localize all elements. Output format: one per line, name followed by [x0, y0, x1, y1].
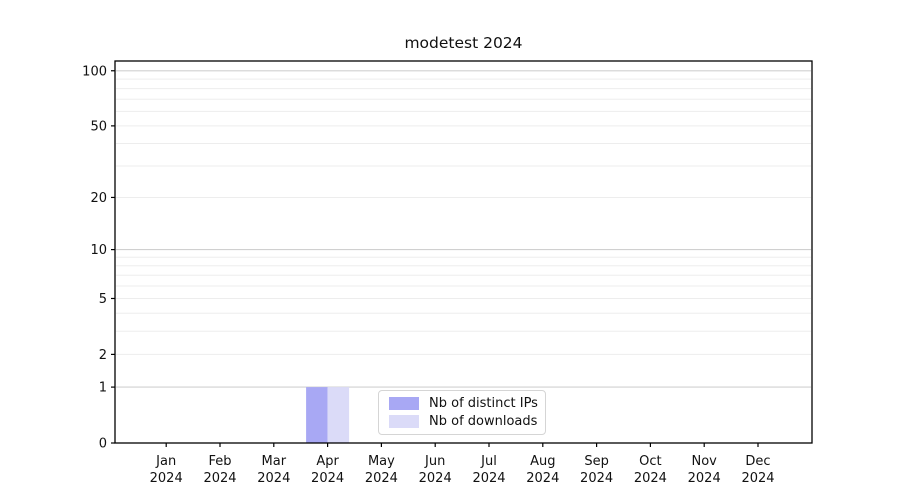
- x-tick-label-year: 2024: [741, 471, 774, 486]
- legend-item-downloads: Nb of downloads: [389, 414, 538, 429]
- x-tick-label-year: 2024: [257, 471, 290, 486]
- x-tick-label-year: 2024: [580, 471, 613, 486]
- x-tick-label-year: 2024: [311, 471, 344, 486]
- x-tick-label-year: 2024: [472, 471, 505, 486]
- x-tick-label-month: Apr: [316, 454, 339, 469]
- bar-apr-downloads: [327, 387, 350, 443]
- x-tick-label-year: 2024: [634, 471, 667, 486]
- x-tick-label-month: Oct: [639, 454, 661, 469]
- x-tick-label-month: Jun: [424, 454, 445, 469]
- x-tick-label-month: Aug: [530, 454, 555, 469]
- x-tick-label-year: 2024: [365, 471, 398, 486]
- minor-gridlines: [116, 78, 811, 355]
- x-tick-label-month: Dec: [745, 454, 770, 469]
- x-tick-label-month: Jul: [480, 454, 497, 469]
- y-tick-label: 20: [90, 191, 107, 206]
- y-tick-label: 0: [99, 437, 107, 452]
- x-tick-label-year: 2024: [419, 471, 452, 486]
- x-tick-label-month: Sep: [584, 454, 609, 469]
- legend-swatch-downloads: [389, 415, 419, 428]
- x-axis: Jan 2024 Feb 2024 Mar 2024 Apr 2024 May 2024 Jun 20…: [150, 443, 775, 486]
- y-tick-label: 100: [82, 64, 107, 79]
- major-gridlines: [116, 70, 811, 388]
- plot-border: [114, 60, 813, 444]
- x-tick-label-year: 2024: [150, 471, 183, 486]
- x-tick-label-month: Mar: [262, 454, 287, 469]
- x-tick-label-year: 2024: [688, 471, 721, 486]
- y-tick-label: 1: [99, 381, 107, 396]
- bars: [306, 387, 350, 443]
- x-tick-label-year: 2024: [526, 471, 559, 486]
- legend-item-distinct-ips: Nb of distinct IPs: [389, 396, 538, 411]
- x-tick-label-month: Nov: [692, 454, 718, 469]
- bar-apr-distinct-ips: [306, 387, 328, 443]
- legend: Nb of distinct IPs Nb of downloads: [378, 390, 546, 435]
- x-tick-label-month: Jan: [155, 454, 176, 469]
- legend-swatch-distinct-ips: [389, 397, 419, 410]
- x-tick-label-month: May: [368, 454, 395, 469]
- y-tick-label: 10: [90, 243, 107, 258]
- y-tick-label: 50: [90, 119, 107, 134]
- chart-title: modetest 2024: [404, 34, 523, 52]
- x-tick-label-year: 2024: [203, 471, 236, 486]
- y-tick-label: 2: [99, 348, 107, 363]
- legend-label-downloads: Nb of downloads: [429, 414, 538, 429]
- legend-label-distinct-ips: Nb of distinct IPs: [429, 396, 538, 411]
- x-tick-label-month: Feb: [208, 454, 231, 469]
- y-tick-label: 5: [99, 292, 107, 307]
